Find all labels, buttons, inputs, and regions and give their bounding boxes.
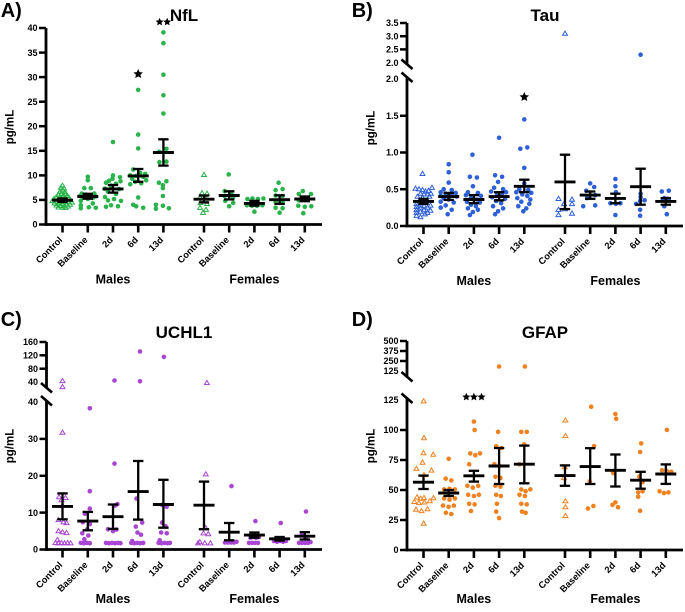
- svg-text:Males: Males: [457, 592, 492, 606]
- svg-text:0.0: 0.0: [386, 221, 399, 231]
- svg-text:75: 75: [388, 455, 398, 465]
- svg-text:Females: Females: [229, 273, 279, 287]
- svg-text:Males: Males: [96, 273, 131, 287]
- svg-text:120: 120: [23, 351, 38, 361]
- svg-text:2.0: 2.0: [386, 74, 399, 84]
- svg-text:3.5: 3.5: [386, 18, 399, 28]
- svg-text:125: 125: [383, 366, 398, 376]
- svg-text:0: 0: [32, 220, 37, 230]
- svg-text:Females: Females: [590, 274, 640, 288]
- svg-text:1.5: 1.5: [386, 111, 399, 121]
- svg-text:Males: Males: [457, 274, 492, 288]
- svg-text:5: 5: [32, 195, 37, 205]
- svg-text:pg/mL: pg/mL: [366, 429, 378, 464]
- svg-text:GFAP: GFAP: [522, 323, 568, 342]
- svg-text:30: 30: [28, 434, 38, 444]
- svg-text:375: 375: [383, 346, 398, 356]
- svg-text:UCHL1: UCHL1: [156, 323, 213, 342]
- svg-text:Males: Males: [96, 592, 131, 606]
- svg-text:D): D): [352, 309, 373, 331]
- svg-text:Tau: Tau: [531, 6, 560, 25]
- svg-text:50: 50: [388, 485, 398, 495]
- svg-text:pg/mL: pg/mL: [5, 429, 17, 464]
- svg-text:pg/mL: pg/mL: [5, 110, 17, 145]
- svg-text:125: 125: [383, 395, 398, 405]
- svg-text:15: 15: [27, 146, 37, 156]
- svg-text:20: 20: [27, 121, 37, 131]
- svg-text:35: 35: [27, 48, 37, 58]
- svg-text:40: 40: [28, 397, 38, 407]
- svg-text:80: 80: [28, 364, 38, 374]
- svg-text:Females: Females: [590, 592, 640, 606]
- svg-text:10: 10: [27, 171, 37, 181]
- svg-text:40: 40: [28, 377, 38, 387]
- svg-text:250: 250: [383, 356, 398, 366]
- svg-text:160: 160: [23, 337, 38, 347]
- svg-text:3.0: 3.0: [386, 31, 399, 41]
- svg-text:NfL: NfL: [170, 6, 198, 25]
- svg-text:500: 500: [383, 336, 398, 346]
- svg-text:0.5: 0.5: [386, 184, 399, 194]
- svg-text:25: 25: [388, 515, 398, 525]
- svg-text:2.0: 2.0: [386, 58, 399, 68]
- svg-text:10: 10: [28, 508, 38, 518]
- svg-text:2.5: 2.5: [386, 45, 399, 55]
- svg-text:Females: Females: [229, 592, 279, 606]
- svg-text:0: 0: [33, 545, 38, 555]
- svg-text:0: 0: [393, 545, 398, 555]
- svg-text:1.0: 1.0: [386, 148, 399, 158]
- svg-text:A): A): [1, 0, 22, 22]
- svg-text:C): C): [1, 309, 22, 331]
- svg-text:100: 100: [383, 425, 398, 435]
- svg-text:B): B): [352, 0, 373, 22]
- svg-text:30: 30: [27, 72, 37, 82]
- svg-text:40: 40: [27, 23, 37, 33]
- svg-text:25: 25: [27, 97, 37, 107]
- svg-text:pg/mL: pg/mL: [366, 111, 378, 146]
- svg-text:20: 20: [28, 471, 38, 481]
